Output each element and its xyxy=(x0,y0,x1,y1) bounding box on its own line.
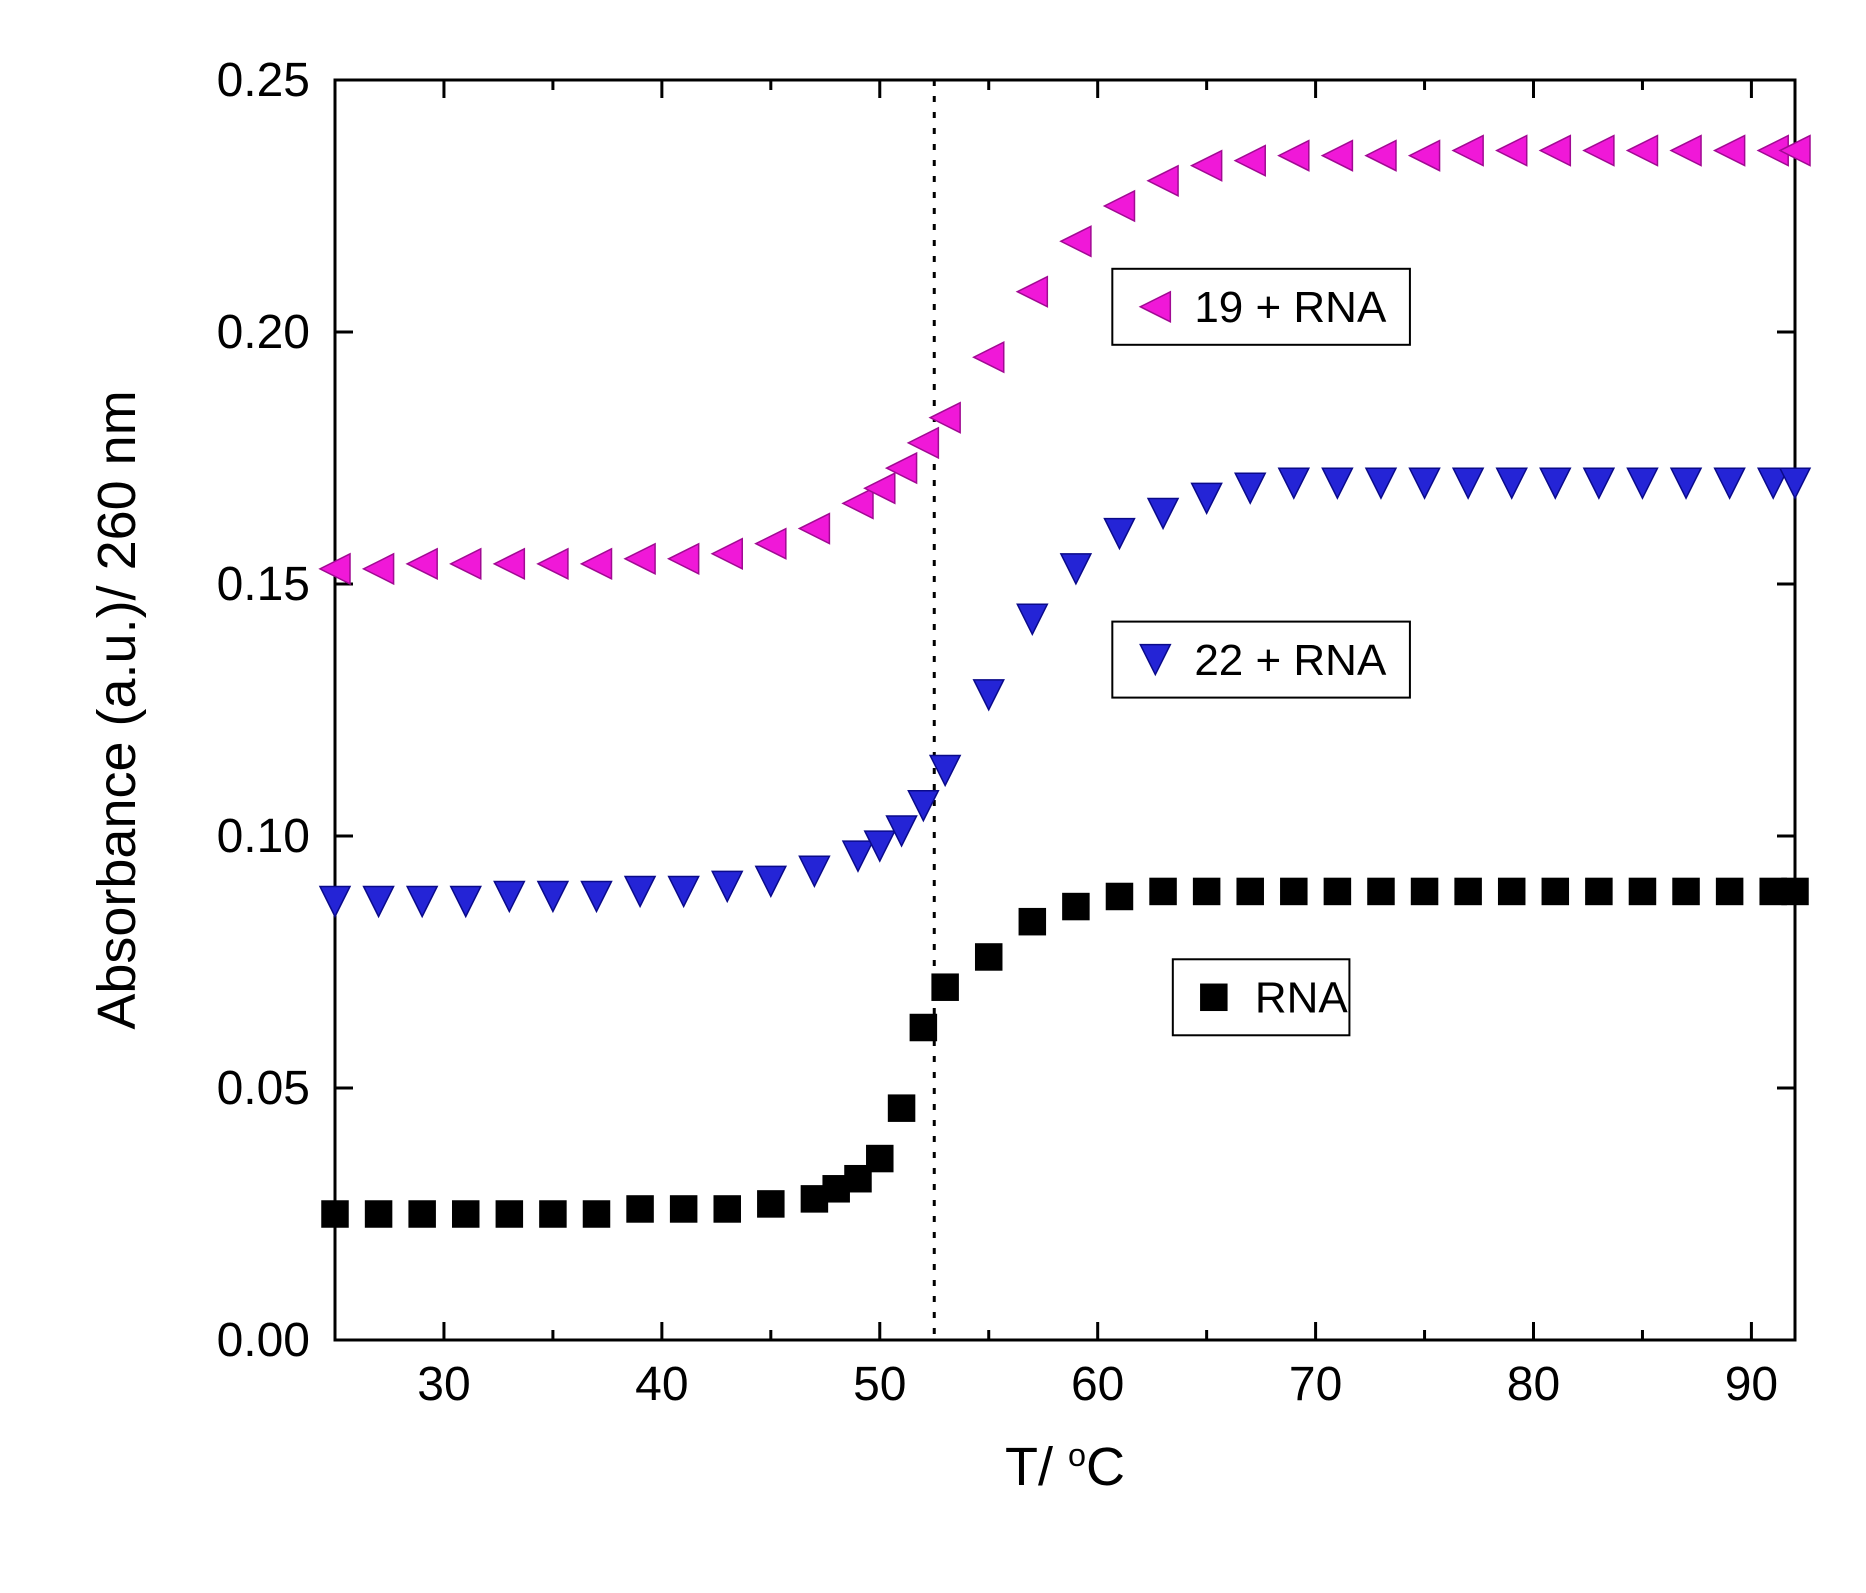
legend-rna: RNA xyxy=(1173,959,1350,1035)
legend-rna19: 19 + RNA xyxy=(1112,269,1410,345)
y-axis-label: Absorbance (a.u.)/ 260 nm xyxy=(87,390,147,1029)
legend-label-rna19: 19 + RNA xyxy=(1194,283,1387,332)
y-tick-label: 0.20 xyxy=(217,306,310,359)
x-tick-label: 70 xyxy=(1289,1358,1342,1411)
x-tick-label: 90 xyxy=(1725,1358,1778,1411)
x-axis-label: T/ oC xyxy=(1005,1437,1125,1497)
x-tick-label: 80 xyxy=(1507,1358,1560,1411)
legend-rna22: 22 + RNA xyxy=(1112,622,1410,698)
y-tick-label: 0.05 xyxy=(217,1062,310,1115)
legend-label-rna: RNA xyxy=(1255,974,1349,1023)
x-tick-label: 60 xyxy=(1071,1358,1124,1411)
y-tick-label: 0.10 xyxy=(217,810,310,863)
x-tick-label: 30 xyxy=(417,1358,470,1411)
y-tick-label: 0.15 xyxy=(217,558,310,611)
x-tick-label: 50 xyxy=(853,1358,906,1411)
melting-curve-chart: 30 40 50 60 70 80 90 0.00 0.05 0.10 0.15 0.20 0.25 T/… xyxy=(0,0,1866,1593)
x-tick-label: 40 xyxy=(635,1358,688,1411)
legend-label-rna22: 22 + RNA xyxy=(1194,636,1387,685)
y-tick-label: 0.25 xyxy=(217,54,310,107)
y-tick-label: 0.00 xyxy=(217,1314,310,1367)
